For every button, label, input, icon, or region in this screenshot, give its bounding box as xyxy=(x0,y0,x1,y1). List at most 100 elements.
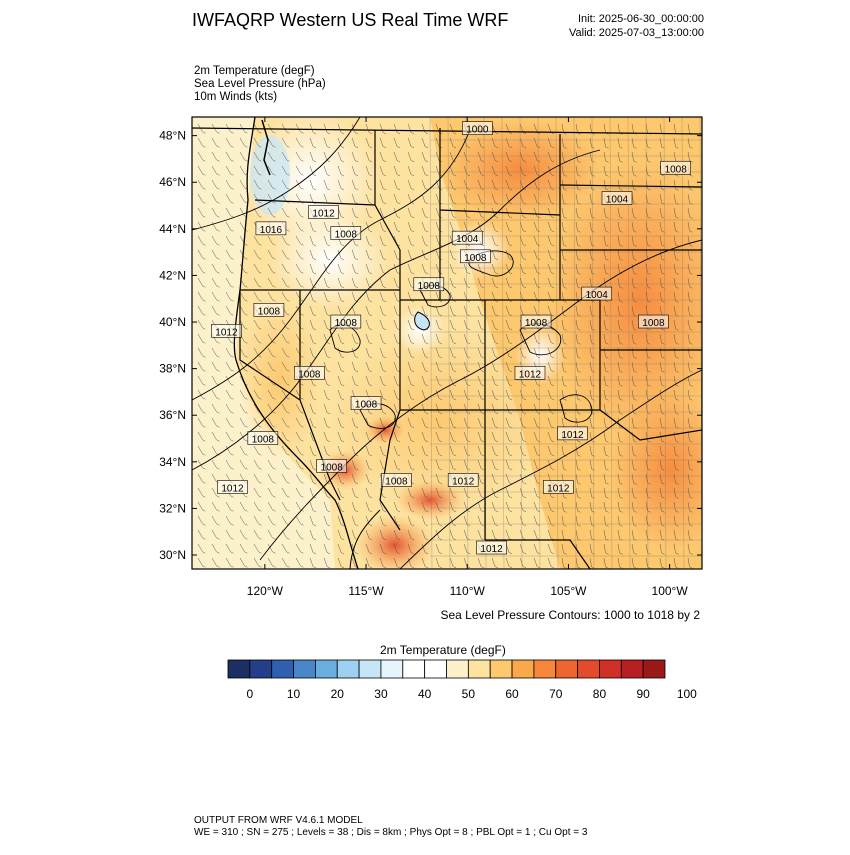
slp-contour-note: Sea Level Pressure Contours: 1000 to 101… xyxy=(440,608,701,622)
colorbar-tick-label: 10 xyxy=(287,687,301,701)
lat-label: 44°N xyxy=(159,222,186,236)
pressure-label: 1012 xyxy=(447,473,479,487)
colorbar-swatch xyxy=(358,659,382,679)
pressure-label: 1008 xyxy=(330,226,362,240)
pressure-label: 1008 xyxy=(330,314,362,329)
colorbar-swatch xyxy=(620,659,644,679)
pressure-label: 1008 xyxy=(316,459,347,473)
pressure-label: 1016 xyxy=(255,221,287,236)
pressure-label-text: 1012 xyxy=(312,209,335,220)
colorbar-tick-label: 0 xyxy=(247,687,254,701)
pressure-label-text: 1008 xyxy=(321,462,344,473)
lat-label: 46°N xyxy=(159,175,186,189)
pressure-label-text: 1008 xyxy=(258,306,281,317)
pressure-label: 1012 xyxy=(217,480,248,494)
temperature-field: 1000 1008 1004 1012 1016 1008 1004 1008 1008 1004… xyxy=(192,117,702,569)
pressure-label: 1008 xyxy=(350,396,382,411)
lon-label: 100°W xyxy=(652,584,689,598)
colorbar-tick-label: 50 xyxy=(462,687,476,701)
page-title: IWFAQRP Western US Real Time WRF xyxy=(192,10,509,30)
map-frame xyxy=(191,116,703,570)
pressure-label: 1004 xyxy=(451,230,483,245)
lon-label: 105°W xyxy=(550,584,587,598)
pressure-label: 1008 xyxy=(253,303,285,317)
pressure-label-text: 1004 xyxy=(456,234,479,245)
pressure-label-text: 1008 xyxy=(464,253,487,264)
pressure-label: 1008 xyxy=(520,314,552,329)
pressure-label-text: 1012 xyxy=(480,544,503,555)
pressure-label: 1008 xyxy=(381,473,412,487)
pressure-label: 1004 xyxy=(601,191,633,206)
colorbar-swatch xyxy=(402,659,426,679)
colorbar-tick-label: 30 xyxy=(374,687,388,701)
pressure-label-text: 1012 xyxy=(561,430,584,441)
pressure-label: 1008 xyxy=(294,365,325,380)
pressure-label-text: 1012 xyxy=(519,369,542,380)
coastline xyxy=(233,117,359,569)
colorbar-swatch xyxy=(314,659,338,679)
colorbar-swatch xyxy=(271,659,294,679)
colorbar-tick-label: 80 xyxy=(593,687,607,701)
lat-label: 40°N xyxy=(159,315,186,329)
state-borders xyxy=(192,127,702,569)
lat-label: 34°N xyxy=(159,455,186,469)
county-grid xyxy=(429,117,702,569)
pressure-label-text: 1008 xyxy=(385,476,408,487)
init-time: Init: 2025-06-30_00:00:00 xyxy=(578,13,704,25)
lat-label: 32°N xyxy=(159,501,186,515)
field-winds-label: 10m Winds (kts) xyxy=(194,91,278,103)
pressure-label-text: 1008 xyxy=(335,229,358,240)
colorbar-tick-label: 100 xyxy=(677,687,697,701)
model-info-line2: WE = 310 ; SN = 275 ; Levels = 38 ; Dis … xyxy=(194,827,588,838)
pressure-label: 1008 xyxy=(638,314,669,329)
colorbar: 0 10 20 30 40 50 60 70 80 90 100 xyxy=(227,659,697,701)
colorbar-swatch xyxy=(424,659,447,679)
pressure-labels: 1000 1008 1004 1012 1016 1008 1004 1008 1008 1004… xyxy=(211,121,691,555)
colorbar-swatch xyxy=(227,659,251,679)
pressure-label: 1012 xyxy=(557,426,588,441)
pressure-label-text: 1000 xyxy=(466,125,489,136)
pressure-label-text: 1008 xyxy=(525,318,548,329)
pressure-label: 1000 xyxy=(462,121,493,136)
pressure-label-text: 1008 xyxy=(355,400,378,411)
lat-label: 36°N xyxy=(159,408,186,422)
pressure-label-text: 1012 xyxy=(547,483,570,494)
pressure-label: 1012 xyxy=(543,480,574,494)
model-info-line1: OUTPUT FROM WRF V4.6.1 MODEL xyxy=(194,815,363,826)
pressure-label: 1008 xyxy=(660,160,691,175)
colorbar-swatch xyxy=(642,659,666,679)
colorbar-tick-label: 20 xyxy=(331,687,345,701)
lat-label: 38°N xyxy=(159,362,186,376)
colorbar-tick-label: 90 xyxy=(636,687,650,701)
colorbar-swatch xyxy=(533,659,557,679)
pressure-label-text: 1008 xyxy=(665,164,688,175)
pressure-label-text: 1012 xyxy=(221,483,244,494)
pressure-label: 1012 xyxy=(308,205,339,220)
field-temperature-label: 2m Temperature (degF) xyxy=(194,65,315,77)
colorbar-swatch xyxy=(489,659,513,679)
pressure-label-text: 1012 xyxy=(452,476,475,487)
pressure-label-text: 1008 xyxy=(298,369,321,380)
pressure-label: 1008 xyxy=(460,249,491,264)
colorbar-tick-label: 70 xyxy=(549,687,563,701)
pressure-label-text: 1008 xyxy=(335,318,358,329)
colorbar-swatch xyxy=(446,659,469,679)
pressure-label-text: 1012 xyxy=(215,327,238,338)
pressure-label-text: 1004 xyxy=(586,290,609,301)
colorbar-swatch xyxy=(249,659,273,679)
colorbar-swatch xyxy=(599,659,622,679)
lat-label: 48°N xyxy=(159,129,186,143)
pressure-label: 1008 xyxy=(413,277,445,292)
pressure-label-text: 1008 xyxy=(642,318,665,329)
pressure-label: 1012 xyxy=(211,324,242,338)
pressure-label: 1012 xyxy=(476,540,507,555)
field-pressure-label: Sea Level Pressure (hPa) xyxy=(194,78,326,90)
colorbar-title: 2m Temperature (degF) xyxy=(380,643,506,657)
pressure-label: 1004 xyxy=(581,286,613,301)
lon-label: 120°W xyxy=(247,584,284,598)
colorbar-swatch xyxy=(293,659,316,679)
colorbar-swatch xyxy=(577,659,600,679)
lat-label: 42°N xyxy=(159,268,186,282)
lon-label: 110°W xyxy=(450,584,486,598)
